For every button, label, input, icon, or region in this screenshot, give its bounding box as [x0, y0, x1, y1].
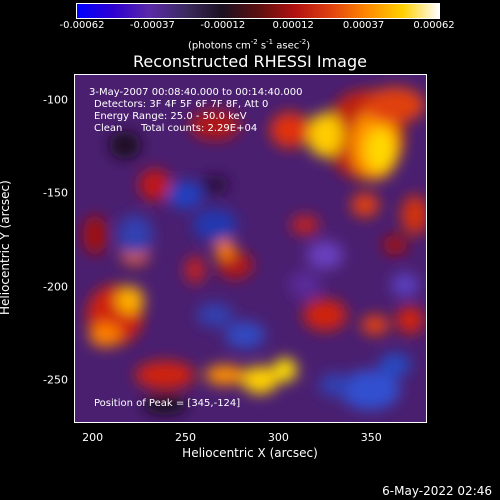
x-axis-label: Heliocentric X (arcsec)	[182, 446, 318, 460]
intensity-blob	[401, 195, 426, 235]
intensity-blob	[351, 193, 379, 217]
intensity-blob	[83, 215, 107, 255]
intensity-blob	[365, 87, 425, 123]
intensity-blob	[379, 353, 411, 377]
intensity-blob	[289, 271, 321, 299]
intensity-blob	[361, 315, 389, 335]
x-tick-label: 350	[360, 431, 382, 444]
intensity-blob	[396, 306, 424, 334]
intensity-blob	[383, 235, 407, 255]
colorbar-units: (photons cm-2 s-1 asec-2)	[188, 38, 311, 52]
time-range-label: 3-May-2007 00:08:40.000 to 00:14:40.000	[89, 87, 303, 98]
intensity-blob	[205, 365, 245, 385]
rhessi-image-plot: 3-May-2007 00:08:40.000 to 00:14:40.000 …	[74, 74, 427, 423]
colorbar-tick-label: -0.00012	[200, 20, 246, 31]
intensity-blob	[109, 131, 141, 159]
y-tick-label: -150	[43, 186, 68, 200]
intensity-blob	[193, 209, 237, 241]
intensity-blob	[190, 110, 240, 140]
image-title: Reconstructed RHESSI Image	[133, 52, 367, 71]
total-counts-label: Total counts: 2.29E+04	[141, 123, 258, 134]
intensity-blob	[139, 169, 171, 201]
y-axis-label: Heliocentric Y (arcsec)	[0, 180, 12, 315]
colorbar-tick-label: 0.00037	[342, 20, 385, 31]
intensity-blob	[242, 366, 278, 394]
intensity-blob	[307, 241, 343, 269]
peak-position-label: Position of Peak = [345,-124]	[94, 398, 241, 409]
x-tick-label: 200	[82, 431, 104, 444]
intensity-blob	[291, 215, 319, 235]
intensity-blob	[117, 215, 153, 255]
intensity-blob	[201, 175, 229, 195]
intensity-blob	[197, 303, 233, 327]
colorbar	[76, 3, 440, 19]
intensity-blob	[340, 370, 400, 410]
image-heatmap	[75, 75, 426, 422]
colorbar-tick-label: 0.00012	[272, 20, 314, 31]
energy-range-label: Energy Range: 25.0 - 50.0 keV	[94, 111, 247, 122]
clean-label: Clean	[94, 123, 123, 134]
intensity-blob	[89, 323, 121, 347]
y-tick-label: -250	[43, 373, 68, 387]
colorbar-tick-label: -0.00037	[129, 20, 175, 31]
colorbar-tick-label: -0.00062	[59, 20, 105, 31]
intensity-blob	[185, 256, 205, 284]
colorbar-tick-label: 0.00062	[413, 20, 455, 31]
intensity-blob	[135, 361, 195, 389]
x-tick-label: 300	[267, 431, 289, 444]
intensity-blob	[225, 321, 265, 349]
intensity-blob	[167, 181, 203, 209]
y-tick-label: -100	[43, 93, 68, 107]
intensity-blob	[143, 395, 187, 415]
intensity-blob	[116, 286, 144, 314]
intensity-blob	[391, 273, 419, 297]
intensity-blob	[215, 240, 235, 260]
y-tick-label: -200	[43, 280, 68, 294]
intensity-blob	[303, 299, 347, 331]
intensity-blob	[270, 112, 310, 148]
detectors-label: Detectors: 3F 4F 5F 6F 7F 8F, Att 0	[94, 99, 269, 110]
intensity-blob	[307, 113, 343, 157]
intensity-blob	[365, 128, 395, 172]
intensity-blob	[273, 358, 297, 382]
x-tick-label: 250	[174, 431, 196, 444]
footer-date: 6-May-2022 02:46	[382, 484, 492, 498]
intensity-blob	[319, 373, 351, 397]
